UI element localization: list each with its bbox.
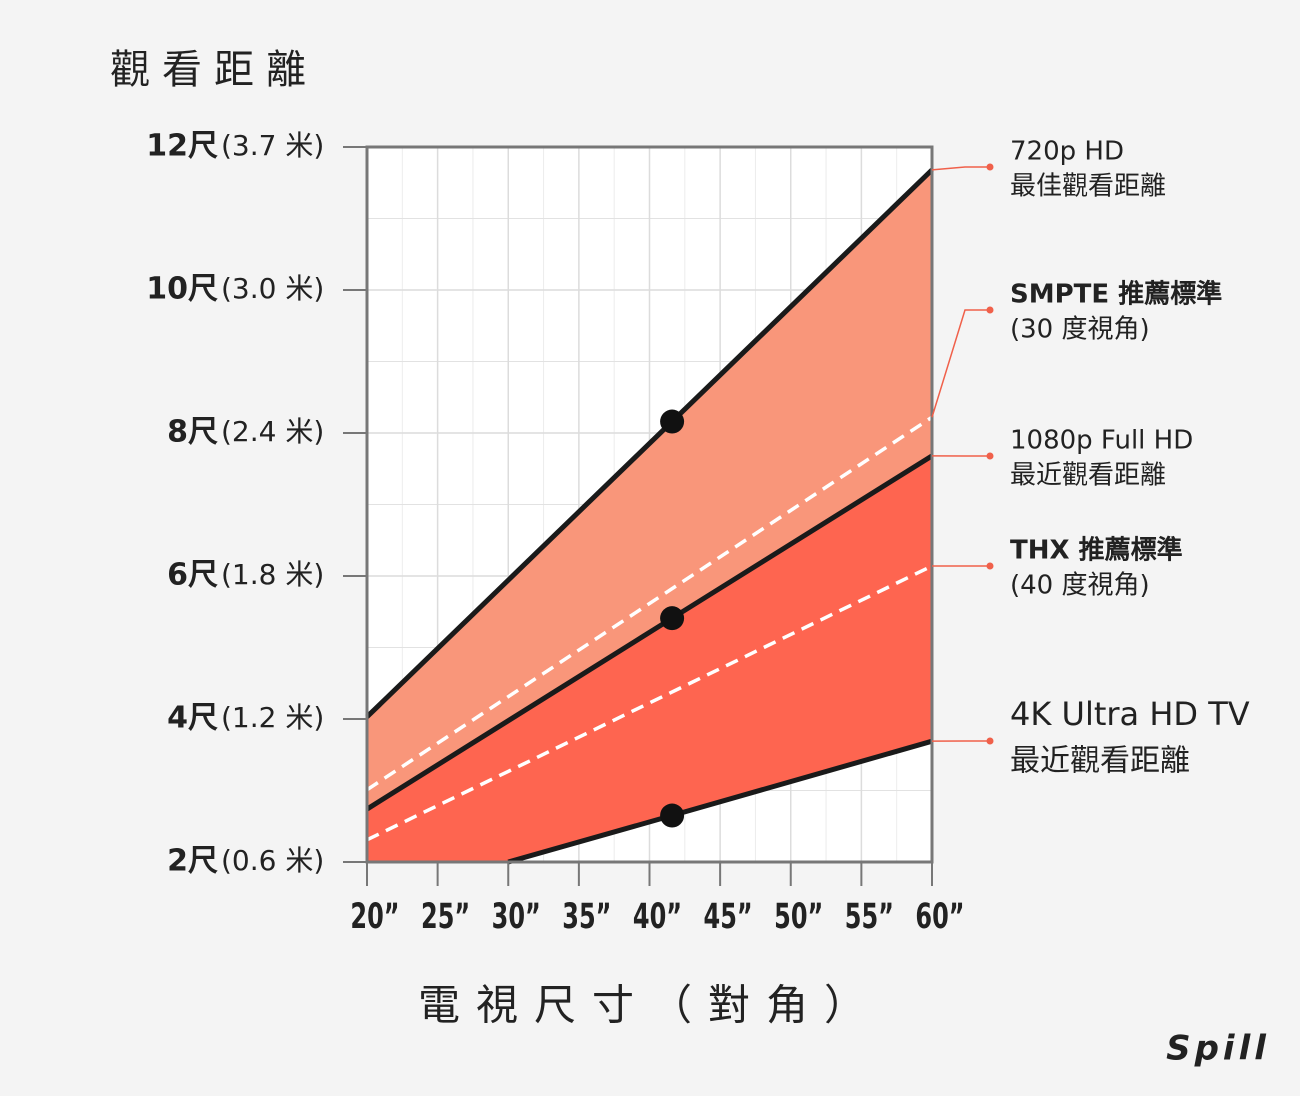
y-tick-sublabel: (3.0 米) (221, 272, 324, 305)
point (660, 606, 685, 631)
y-tick-sublabel: (2.4 米) (221, 415, 324, 448)
y-tick-label: 12尺 (146, 129, 218, 164)
leader-dot (986, 306, 994, 314)
legend-name: 4K Ultra HD TV (1010, 695, 1250, 733)
legend-note: 最近觀看距離 (1010, 461, 1166, 491)
y-tick-label: 10尺 (146, 272, 218, 307)
legend-name: 1080p Full HD (1010, 426, 1193, 456)
legend-name: SMPTE 推薦標準 (1010, 279, 1222, 310)
band-fill (367, 455, 932, 862)
y-tick-sublabel: (1.8 米) (221, 558, 324, 591)
leader-line (931, 309, 990, 418)
leader-dot (986, 452, 994, 460)
x-tick-label: 50” (774, 897, 823, 938)
y-tick-label: 8尺 (167, 415, 218, 450)
dashed-line (366, 415, 933, 792)
x-tick-label: 25” (421, 897, 470, 938)
leader-dot (986, 163, 994, 171)
x-tick-label: 40” (633, 897, 682, 938)
point (660, 409, 685, 434)
y-tick-label: 2尺 (167, 844, 218, 879)
chart-title: 觀看距離 (110, 47, 318, 93)
legend-note: (30 度視角) (1010, 315, 1150, 345)
legend-note: (40 度視角) (1010, 571, 1150, 601)
y-tick-sublabel: (1.2 米) (221, 701, 324, 734)
y-tick-label: 4尺 (167, 701, 218, 736)
legend-note: 最近觀看距離 (1010, 744, 1190, 779)
x-tick-label: 60” (915, 897, 964, 938)
x-tick-label: 30” (492, 897, 541, 938)
band-fill (367, 169, 932, 862)
legend-name: 720p HD (1010, 137, 1124, 167)
legend-name: THX 推薦標準 (1010, 535, 1183, 566)
brand-logo: Spill (1166, 1029, 1270, 1069)
x-tick-label: 55” (845, 897, 894, 938)
leader-dot (986, 737, 994, 745)
y-tick-sublabel: (3.7 米) (221, 129, 324, 162)
legend-note: 最佳觀看距離 (1010, 172, 1166, 202)
y-tick-label: 6尺 (167, 558, 218, 593)
x-axis-title: 電視尺寸（對角） (418, 981, 882, 1030)
x-tick-label: 45” (704, 897, 753, 938)
leader-line (931, 166, 990, 171)
x-tick-label: 35” (562, 897, 611, 938)
point (660, 803, 685, 828)
x-tick-label: 20” (350, 897, 399, 938)
y-tick-sublabel: (0.6 米) (221, 844, 324, 877)
leader-dot (986, 562, 994, 570)
